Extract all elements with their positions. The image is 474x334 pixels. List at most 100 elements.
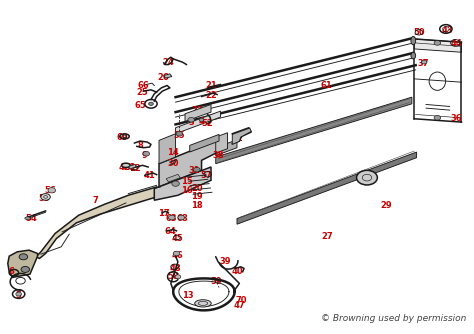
Text: 48: 48	[170, 264, 182, 273]
Circle shape	[173, 251, 180, 256]
Text: 37: 37	[418, 59, 429, 68]
Circle shape	[143, 151, 150, 156]
Circle shape	[356, 170, 377, 185]
Text: 22: 22	[205, 91, 217, 100]
Circle shape	[19, 254, 27, 260]
Text: 41: 41	[144, 171, 155, 180]
Polygon shape	[216, 97, 412, 164]
Circle shape	[149, 102, 154, 106]
Text: 23: 23	[191, 106, 203, 115]
Text: 27: 27	[321, 232, 333, 241]
Text: 68: 68	[177, 214, 189, 223]
Text: 61: 61	[321, 81, 333, 90]
Text: 35: 35	[173, 131, 185, 140]
Text: 40: 40	[231, 267, 243, 276]
Text: 6: 6	[8, 267, 14, 276]
Text: 43: 43	[441, 26, 453, 35]
Text: 12: 12	[129, 164, 141, 173]
Polygon shape	[164, 74, 172, 78]
Text: 8: 8	[137, 141, 143, 150]
Text: 14: 14	[167, 148, 179, 157]
Text: 5: 5	[16, 291, 22, 300]
Polygon shape	[155, 167, 211, 200]
Polygon shape	[237, 152, 417, 224]
Text: 15: 15	[182, 177, 193, 186]
Text: 39: 39	[219, 257, 231, 266]
Text: 7: 7	[92, 196, 98, 205]
Text: 25: 25	[137, 88, 148, 97]
Polygon shape	[166, 174, 180, 182]
Text: © Browning used by permission: © Browning used by permission	[321, 314, 466, 323]
Text: 44: 44	[451, 39, 463, 48]
Text: 24: 24	[163, 58, 174, 67]
Polygon shape	[190, 134, 219, 152]
Circle shape	[175, 275, 181, 279]
Text: 28: 28	[359, 174, 370, 183]
Text: 9: 9	[142, 151, 148, 160]
Text: 20: 20	[191, 184, 203, 193]
Polygon shape	[8, 250, 37, 278]
Text: 62: 62	[231, 134, 243, 143]
Polygon shape	[216, 140, 237, 156]
Text: 36: 36	[451, 114, 463, 123]
Circle shape	[434, 116, 441, 120]
Text: 66: 66	[137, 81, 149, 90]
Text: 55: 55	[38, 194, 50, 203]
Circle shape	[178, 215, 184, 220]
Text: 26: 26	[158, 73, 170, 82]
Text: 50: 50	[413, 28, 425, 37]
Circle shape	[16, 292, 21, 296]
Polygon shape	[414, 39, 462, 52]
Text: 54: 54	[26, 214, 37, 223]
Text: 57: 57	[201, 171, 212, 180]
Text: 69: 69	[117, 133, 128, 142]
Text: 56: 56	[45, 186, 56, 195]
Text: 19: 19	[191, 192, 203, 201]
Circle shape	[199, 118, 204, 122]
Ellipse shape	[421, 60, 427, 64]
Polygon shape	[232, 128, 251, 144]
Text: 63: 63	[165, 214, 177, 223]
Text: 58: 58	[167, 272, 179, 281]
Circle shape	[48, 188, 55, 193]
Circle shape	[176, 131, 182, 136]
Polygon shape	[216, 133, 228, 153]
Text: 3: 3	[188, 118, 194, 127]
Text: 46: 46	[172, 250, 184, 260]
Text: 32: 32	[125, 163, 137, 171]
Circle shape	[188, 118, 194, 122]
Text: 52: 52	[202, 119, 214, 128]
Text: 47: 47	[234, 301, 245, 310]
Ellipse shape	[195, 300, 211, 307]
Polygon shape	[159, 140, 218, 187]
Polygon shape	[185, 105, 211, 122]
Text: 16: 16	[182, 186, 193, 195]
Text: 45: 45	[172, 234, 184, 243]
Circle shape	[434, 41, 441, 45]
Circle shape	[21, 267, 29, 273]
Polygon shape	[175, 111, 220, 134]
Text: 21: 21	[205, 81, 217, 90]
Text: 29: 29	[380, 201, 392, 210]
Text: 64: 64	[164, 227, 176, 236]
Text: 42: 42	[118, 163, 130, 171]
Text: 70: 70	[236, 296, 247, 305]
Text: 18: 18	[191, 201, 203, 210]
Text: 65: 65	[134, 101, 146, 110]
Ellipse shape	[411, 52, 416, 59]
Circle shape	[193, 167, 200, 172]
Text: 38: 38	[212, 151, 224, 160]
Text: 31: 31	[189, 166, 201, 175]
Circle shape	[41, 194, 50, 200]
Text: 59: 59	[210, 277, 221, 286]
Ellipse shape	[25, 217, 30, 219]
Circle shape	[172, 181, 179, 186]
Circle shape	[168, 215, 175, 220]
Text: 4: 4	[199, 117, 204, 126]
Polygon shape	[129, 164, 136, 169]
Ellipse shape	[411, 36, 416, 45]
Polygon shape	[36, 187, 160, 259]
Text: 30: 30	[167, 159, 179, 168]
Polygon shape	[159, 134, 175, 164]
Ellipse shape	[122, 163, 130, 167]
